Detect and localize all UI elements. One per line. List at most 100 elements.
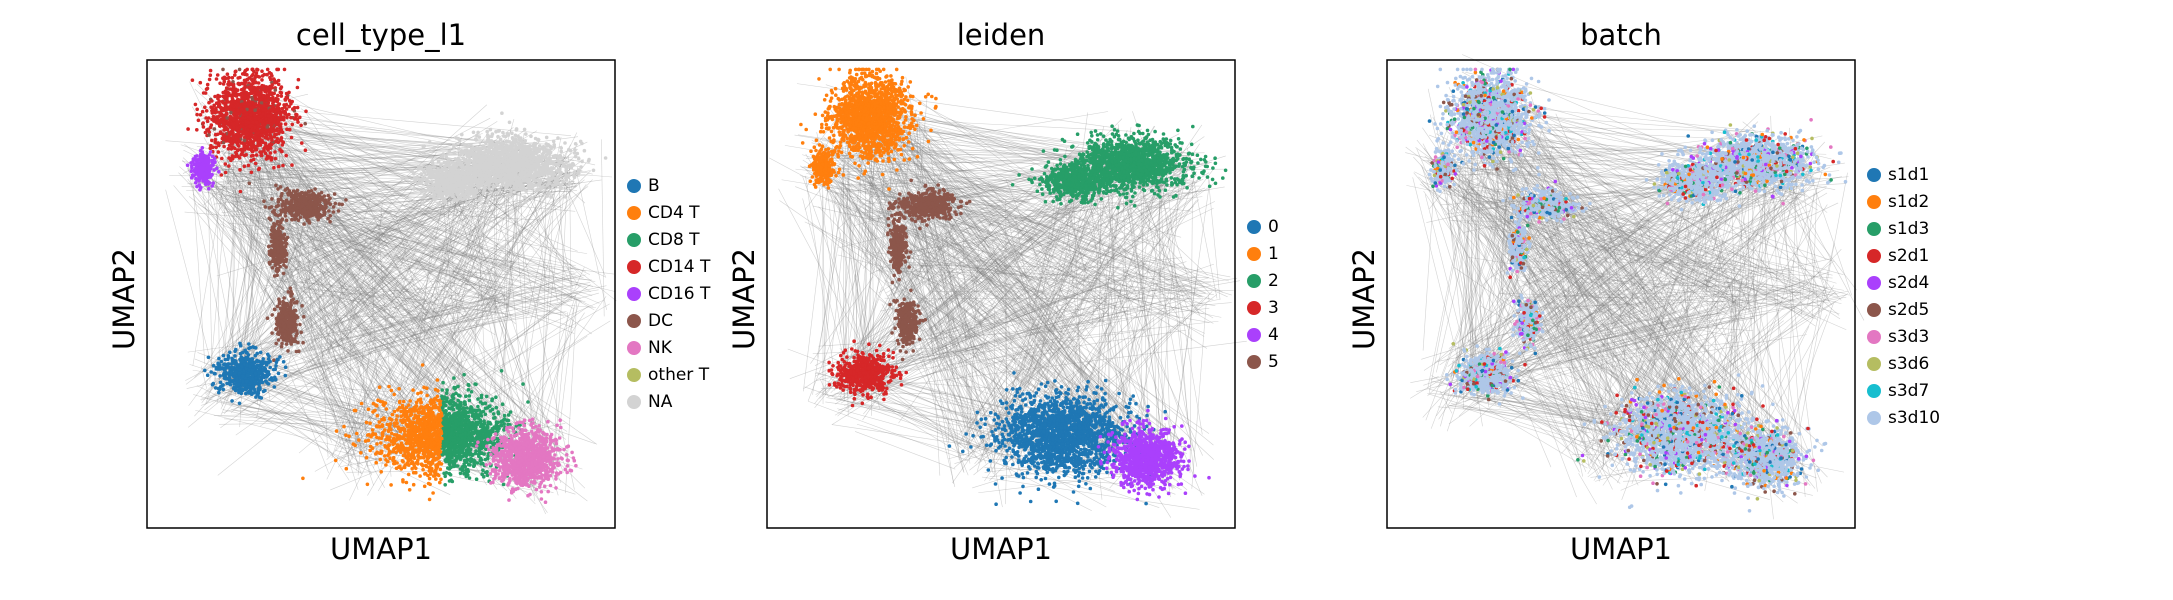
point-dc xyxy=(242,138,247,143)
point-na xyxy=(451,178,456,182)
edge xyxy=(249,117,423,434)
point-na xyxy=(518,137,523,141)
point-na xyxy=(445,177,449,182)
edge xyxy=(304,205,468,216)
point-dc xyxy=(294,213,299,218)
point-dc xyxy=(288,208,292,212)
edge xyxy=(501,151,575,490)
edge xyxy=(269,112,539,473)
edge xyxy=(181,186,573,193)
point-na xyxy=(579,165,583,169)
edge xyxy=(191,162,569,455)
edge xyxy=(244,150,600,304)
edge xyxy=(462,193,555,211)
point-dc xyxy=(295,206,300,210)
point-na xyxy=(499,152,504,157)
point-na xyxy=(576,171,581,176)
point-dc xyxy=(297,209,301,214)
point-cd14-t xyxy=(244,112,249,116)
point-na xyxy=(447,149,452,153)
edge xyxy=(223,165,449,278)
point-cd14-t xyxy=(304,109,308,114)
point-cd14-t xyxy=(246,85,251,90)
edge xyxy=(243,125,269,372)
point-dc xyxy=(319,190,324,195)
point-na xyxy=(549,146,553,151)
edge xyxy=(235,148,472,380)
edge xyxy=(182,159,413,422)
point-dc xyxy=(313,187,317,191)
point-dc xyxy=(279,194,284,198)
point-na xyxy=(412,187,416,191)
point-na xyxy=(529,160,534,165)
point-na xyxy=(522,195,527,199)
point-dc xyxy=(272,248,277,253)
point-cd14-t xyxy=(228,125,233,129)
point-cd14-t xyxy=(296,77,301,82)
point-cd14-t xyxy=(238,168,242,172)
point-dc xyxy=(332,192,337,196)
edge xyxy=(311,225,323,229)
point-dc xyxy=(322,207,327,211)
edge xyxy=(229,138,248,304)
point-cd14-t xyxy=(270,138,274,142)
edge xyxy=(440,295,468,304)
edge xyxy=(364,162,587,452)
point-dc xyxy=(279,240,283,244)
edge xyxy=(165,189,223,407)
edge xyxy=(196,385,373,474)
point-na xyxy=(507,120,512,125)
edge xyxy=(334,309,552,340)
edge xyxy=(357,275,577,333)
edge xyxy=(187,178,368,439)
point-na xyxy=(437,191,442,196)
point-na xyxy=(494,129,498,134)
edge xyxy=(348,139,541,435)
edge xyxy=(201,241,275,373)
point-dc xyxy=(272,208,277,213)
edge xyxy=(197,151,409,305)
edge xyxy=(243,405,528,479)
point-na xyxy=(496,161,501,166)
edge xyxy=(314,338,331,360)
point-na xyxy=(477,173,482,178)
point-na xyxy=(603,156,608,160)
point-na xyxy=(540,186,544,190)
point-dc xyxy=(310,200,315,205)
point-dc xyxy=(279,210,284,214)
point-cd14-t xyxy=(205,82,210,87)
point-na xyxy=(471,130,476,135)
edge xyxy=(226,175,262,267)
edge xyxy=(256,237,457,277)
point-dc xyxy=(307,211,312,216)
point-cd14-t xyxy=(238,104,242,108)
point-na xyxy=(514,127,519,131)
edge xyxy=(312,214,483,297)
edge xyxy=(222,166,455,173)
point-cd14-t xyxy=(290,163,294,167)
point-na xyxy=(419,166,424,171)
point-cd14-t xyxy=(273,112,278,117)
point-cd14-t xyxy=(246,115,251,119)
point-na xyxy=(465,153,470,157)
point-dc xyxy=(313,200,318,204)
point-na xyxy=(504,143,509,148)
point-na xyxy=(487,162,491,166)
point-cd14-t xyxy=(254,71,259,75)
edge xyxy=(291,283,474,300)
point-na xyxy=(558,172,562,177)
point-dc xyxy=(285,186,290,191)
point-cd14-t xyxy=(277,116,281,121)
point-dc xyxy=(263,205,268,209)
point-na xyxy=(436,175,441,180)
point-cd14-t xyxy=(277,131,281,136)
point-cd14-t xyxy=(281,115,286,120)
point-cd14-t xyxy=(291,107,295,111)
edge xyxy=(430,307,436,315)
edge xyxy=(208,165,449,184)
point-na xyxy=(461,179,465,183)
point-na xyxy=(504,134,508,139)
point-na xyxy=(549,195,553,199)
edge xyxy=(402,291,447,437)
point-na xyxy=(516,175,521,180)
